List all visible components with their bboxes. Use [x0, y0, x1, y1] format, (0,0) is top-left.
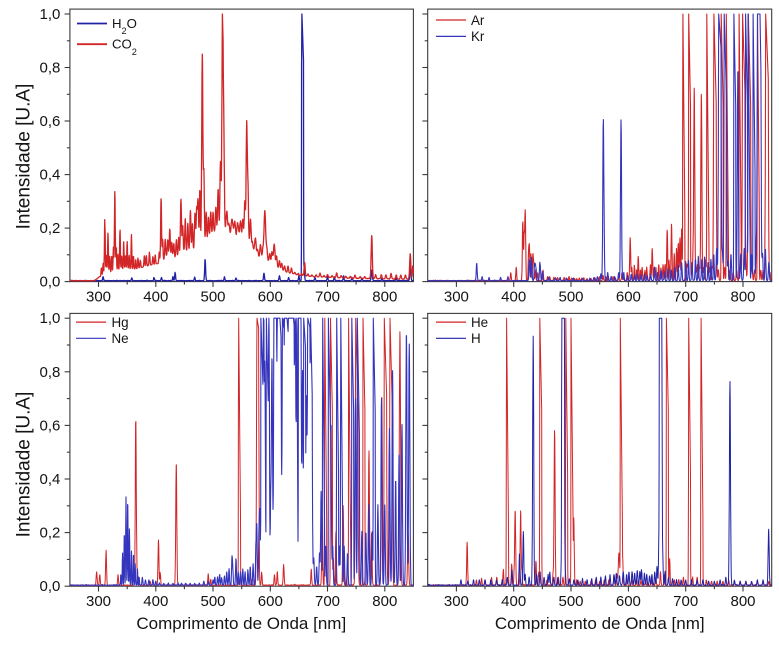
svg-text:600: 600	[258, 593, 283, 610]
svg-text:0,4: 0,4	[40, 471, 61, 488]
svg-text:1,0: 1,0	[40, 6, 61, 23]
svg-text:600: 600	[616, 593, 641, 610]
svg-text:500: 500	[558, 593, 583, 610]
svg-text:300: 300	[86, 289, 111, 306]
svg-text:800: 800	[372, 593, 397, 610]
svg-text:H: H	[471, 331, 481, 346]
svg-text:800: 800	[372, 289, 397, 306]
svg-text:800: 800	[730, 289, 755, 306]
svg-text:300: 300	[444, 593, 469, 610]
svg-text:500: 500	[200, 593, 225, 610]
svg-text:700: 700	[673, 593, 698, 610]
svg-text:800: 800	[730, 593, 755, 610]
svg-text:Intensidade [U.A]: Intensidade [U.A]	[14, 392, 35, 538]
svg-text:500: 500	[558, 289, 583, 306]
svg-text:0,8: 0,8	[40, 60, 61, 77]
svg-text:Kr: Kr	[471, 29, 485, 44]
svg-text:0,6: 0,6	[40, 417, 61, 434]
svg-text:Ne: Ne	[112, 331, 129, 346]
svg-text:0,2: 0,2	[40, 525, 61, 542]
svg-text:0,2: 0,2	[40, 220, 61, 237]
svg-text:Comprimento de Onda [nm]: Comprimento de Onda [nm]	[136, 614, 346, 633]
svg-text:0,0: 0,0	[40, 578, 61, 595]
svg-text:0,0: 0,0	[40, 274, 61, 291]
svg-text:400: 400	[143, 593, 168, 610]
svg-text:400: 400	[501, 289, 526, 306]
svg-text:Intensidade [U.A]: Intensidade [U.A]	[14, 84, 35, 230]
svg-text:Ar: Ar	[471, 13, 485, 28]
svg-text:400: 400	[501, 593, 526, 610]
svg-text:600: 600	[258, 289, 283, 306]
svg-text:0,4: 0,4	[40, 167, 61, 184]
svg-text:400: 400	[143, 289, 168, 306]
svg-text:600: 600	[616, 289, 641, 306]
svg-text:700: 700	[673, 289, 698, 306]
svg-text:500: 500	[200, 289, 225, 306]
svg-text:0,6: 0,6	[40, 113, 61, 130]
svg-text:700: 700	[315, 593, 340, 610]
svg-text:1,0: 1,0	[40, 310, 61, 327]
svg-text:Hg: Hg	[112, 315, 129, 330]
svg-text:700: 700	[315, 289, 340, 306]
svg-text:Comprimento de Onda [nm]: Comprimento de Onda [nm]	[495, 614, 705, 633]
svg-text:0,8: 0,8	[40, 364, 61, 381]
svg-text:300: 300	[444, 289, 469, 306]
svg-text:300: 300	[86, 593, 111, 610]
svg-text:He: He	[471, 315, 488, 330]
